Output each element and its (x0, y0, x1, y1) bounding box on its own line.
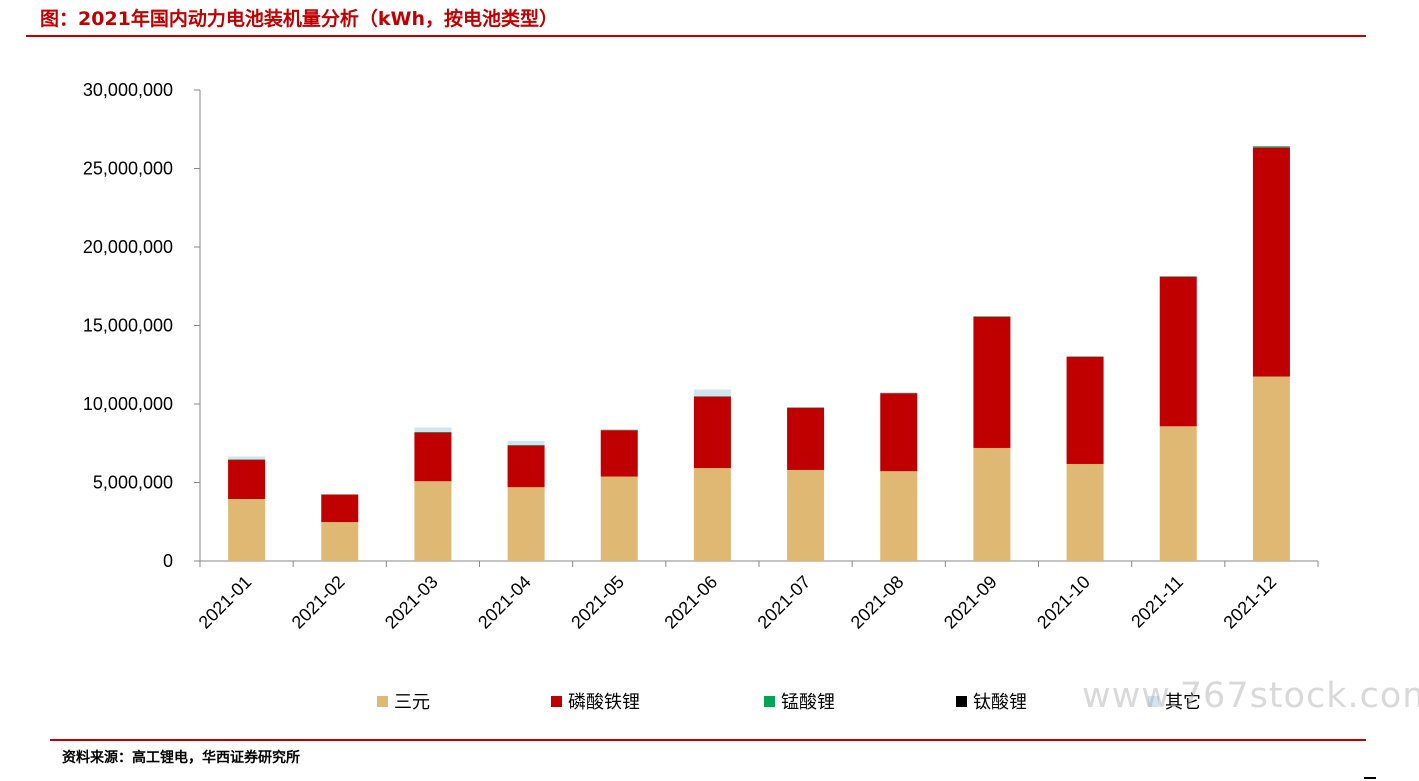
bar-segment-2-2021-09 (973, 316, 1011, 448)
legend-item-3: 锰酸锂 (764, 684, 835, 718)
corner-mark (1364, 777, 1376, 779)
bar-segment-5-2021-05 (600, 429, 638, 430)
chart-title: 图：2021年国内动力电池装机量分析（kWh，按电池类型） (40, 8, 559, 30)
bar-segment-2-2021-05 (600, 430, 638, 477)
bar-segment-5-2021-06 (693, 389, 731, 397)
bar-segment-1-2021-09 (973, 447, 1011, 561)
x-tick-label: 2021-12 (1219, 572, 1280, 633)
bar-segment-1-2021-06 (693, 468, 731, 561)
legend-item-4: 钛酸锂 (956, 684, 1027, 718)
x-tick-label: 2021-04 (474, 572, 535, 633)
legend-item-5: 其它 (1148, 684, 1201, 718)
y-tick-label: 5,000,000 (93, 473, 173, 493)
bar-segment-1-2021-02 (321, 522, 359, 561)
y-axis: 0 5,000,000 10,000,000 15,000,000 20,000,000… (83, 80, 201, 571)
title-divider (26, 35, 1366, 37)
x-tick-label: 2021-11 (1127, 572, 1187, 632)
bar-segment-2-2021-07 (787, 407, 825, 470)
y-tick-label: 10,000,000 (83, 394, 173, 414)
legend-swatch (551, 695, 562, 707)
bar-segment-2-2021-04 (507, 445, 545, 488)
bars (228, 145, 1290, 561)
bar-segment-2-2021-06 (693, 396, 731, 469)
y-tick-label: 15,000,000 (83, 316, 173, 336)
legend-label: 磷酸铁锂 (568, 692, 640, 713)
bar-segment-3-2021-12 (1252, 146, 1290, 148)
bar-segment-1-2021-07 (787, 469, 825, 561)
bar-segment-1-2021-03 (414, 481, 452, 561)
bar-segment-2-2021-08 (880, 393, 918, 472)
y-tick-label: 0 (163, 551, 173, 571)
x-tick-label: 2021-05 (567, 572, 628, 633)
legend-swatch (956, 695, 967, 707)
legend-item-1: 三元 (377, 684, 430, 718)
bar-segment-2-2021-12 (1252, 147, 1290, 377)
x-tick-label: 2021-09 (940, 572, 1001, 633)
bar-segment-1-2021-05 (600, 476, 638, 561)
x-tick-label: 2021-02 (288, 572, 349, 633)
bar-segment-5-2021-08 (880, 392, 918, 393)
x-tick-label: 2021-10 (1033, 572, 1094, 633)
legend: 三元 磷酸铁锂 锰酸锂 钛酸锂 其它 (0, 684, 1419, 718)
y-tick-label: 30,000,000 (83, 80, 173, 100)
bar-segment-1-2021-10 (1066, 463, 1104, 561)
legend-label: 钛酸锂 (973, 692, 1027, 713)
bar-segment-2-2021-01 (228, 459, 266, 499)
bar-segment-5-2021-04 (507, 440, 545, 445)
legend-swatch (764, 695, 775, 707)
bar-segment-1-2021-11 (1159, 426, 1197, 561)
bar-segment-5-2021-03 (414, 427, 452, 432)
bar-segment-1-2021-04 (507, 487, 545, 561)
y-tick-label: 20,000,000 (83, 237, 173, 257)
bar-segment-1-2021-01 (228, 498, 266, 561)
bar-segment-5-2021-01 (228, 456, 266, 460)
watermark-text: www.767stock.com (1082, 676, 1419, 716)
legend-label: 三元 (394, 692, 430, 713)
source-note: 资料来源：高工锂电，华西证券研究所 (62, 750, 300, 766)
x-tick-label: 2021-08 (847, 572, 908, 633)
legend-item-2: 磷酸铁锂 (551, 684, 640, 718)
bar-segment-2-2021-03 (414, 432, 452, 482)
legend-swatch (1148, 695, 1159, 707)
x-axis: 2021-01 2021-02 2021-03 2021-04 2021-05 2021-… (195, 560, 1319, 633)
y-tick-label: 25,000,000 (83, 159, 173, 179)
legend-swatch (377, 695, 388, 707)
bar-segment-2-2021-11 (1159, 276, 1197, 427)
bar-segment-1-2021-12 (1252, 376, 1290, 561)
bar-segment-1-2021-08 (880, 471, 918, 561)
x-tick-label: 2021-07 (754, 572, 815, 633)
bar-segment-5-2021-12 (1252, 145, 1290, 147)
footer-divider (50, 739, 1366, 741)
bar-segment-2-2021-10 (1066, 356, 1104, 464)
legend-label: 其它 (1165, 692, 1201, 713)
stacked-bar-chart: 0 5,000,000 10,000,000 15,000,000 20,000,000… (83, 80, 1319, 633)
x-tick-label: 2021-03 (381, 572, 442, 633)
legend-label: 锰酸锂 (781, 692, 835, 713)
x-tick-label: 2021-06 (660, 572, 721, 633)
bar-segment-2-2021-02 (321, 494, 359, 523)
x-tick-label: 2021-01 (195, 572, 256, 633)
